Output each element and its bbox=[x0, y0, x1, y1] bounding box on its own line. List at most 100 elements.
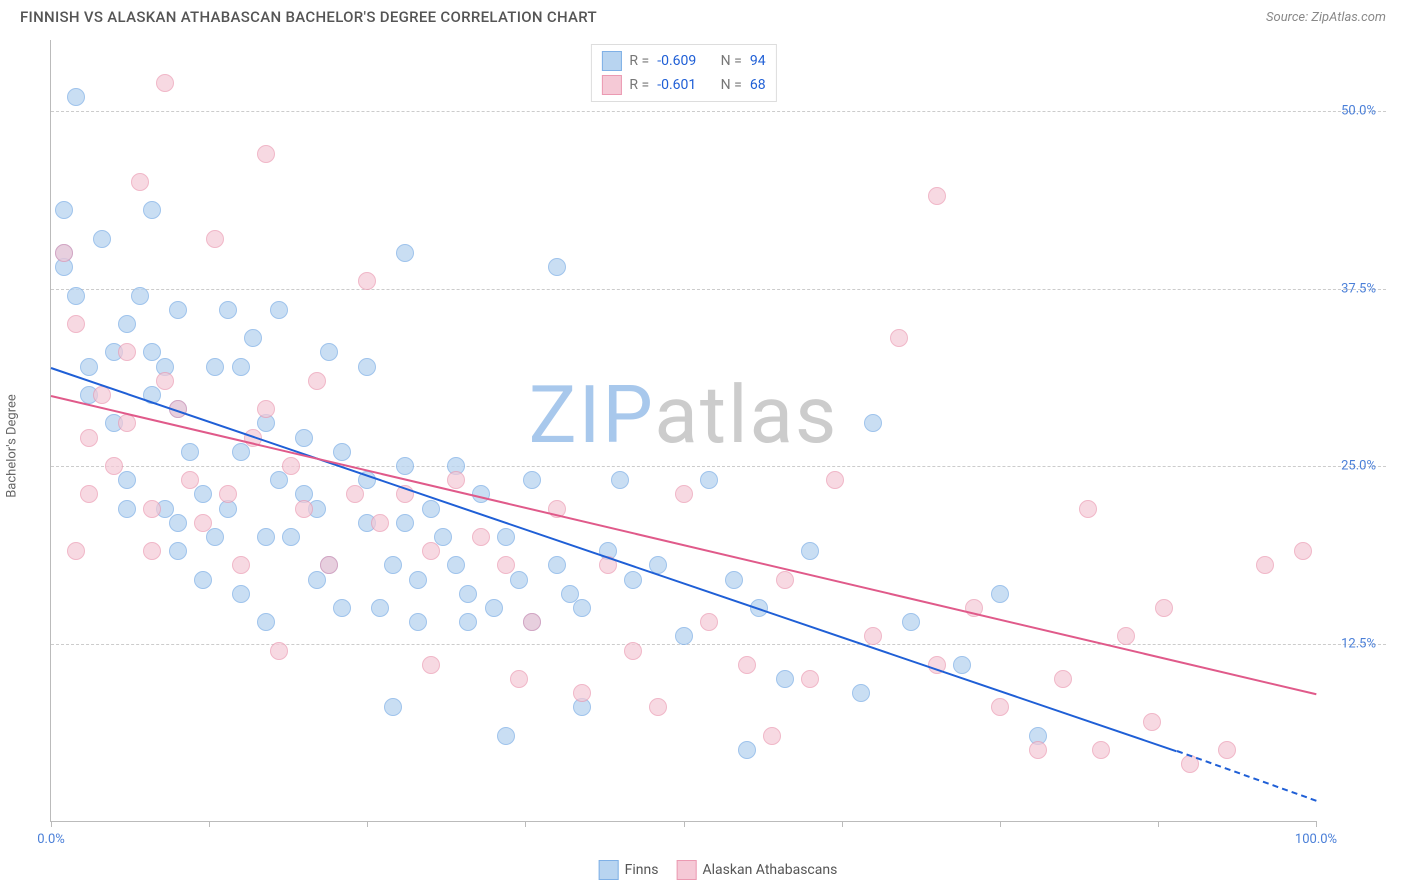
scatter-point bbox=[320, 556, 338, 574]
scatter-point bbox=[1029, 741, 1047, 759]
scatter-point bbox=[333, 443, 351, 461]
n-label: N = bbox=[717, 53, 742, 69]
scatter-point bbox=[206, 528, 224, 546]
scatter-point bbox=[991, 585, 1009, 603]
r-value: -0.609 bbox=[657, 53, 709, 69]
n-label: N = bbox=[717, 77, 742, 93]
watermark: ZIPatlas bbox=[529, 368, 839, 462]
x-tick bbox=[525, 821, 526, 827]
legend-row: R =-0.601 N =68 bbox=[601, 73, 765, 97]
scatter-point bbox=[497, 528, 515, 546]
x-tick bbox=[209, 821, 210, 827]
scatter-point bbox=[864, 627, 882, 645]
y-tick-label: 50.0% bbox=[1341, 104, 1376, 119]
scatter-point bbox=[257, 145, 275, 163]
scatter-point bbox=[700, 613, 718, 631]
scatter-point bbox=[358, 358, 376, 376]
scatter-point bbox=[485, 599, 503, 617]
scatter-point bbox=[232, 443, 250, 461]
scatter-point bbox=[447, 471, 465, 489]
legend-label: Alaskan Athabascans bbox=[703, 862, 838, 878]
scatter-point bbox=[295, 429, 313, 447]
scatter-point bbox=[55, 201, 73, 219]
scatter-point bbox=[1218, 741, 1236, 759]
y-axis-label: Bachelor's Degree bbox=[5, 394, 20, 498]
x-tick bbox=[1316, 821, 1317, 827]
scatter-point bbox=[169, 514, 187, 532]
scatter-point bbox=[409, 571, 427, 589]
scatter-point bbox=[194, 514, 212, 532]
scatter-point bbox=[523, 613, 541, 631]
scatter-point bbox=[396, 244, 414, 262]
scatter-point bbox=[282, 528, 300, 546]
legend-item: Finns bbox=[599, 860, 659, 880]
scatter-point bbox=[384, 698, 402, 716]
scatter-point bbox=[624, 642, 642, 660]
scatter-point bbox=[371, 514, 389, 532]
trend-line bbox=[1177, 750, 1317, 802]
scatter-point bbox=[131, 173, 149, 191]
scatter-point bbox=[510, 670, 528, 688]
x-tick bbox=[1158, 821, 1159, 827]
scatter-point bbox=[738, 656, 756, 674]
scatter-point bbox=[826, 471, 844, 489]
gridline bbox=[51, 466, 1386, 467]
scatter-point bbox=[624, 571, 642, 589]
scatter-point bbox=[523, 471, 541, 489]
scatter-point bbox=[105, 457, 123, 475]
scatter-point bbox=[548, 556, 566, 574]
legend-item: Alaskan Athabascans bbox=[677, 860, 838, 880]
n-value: 68 bbox=[750, 77, 766, 93]
scatter-point bbox=[80, 485, 98, 503]
scatter-point bbox=[143, 201, 161, 219]
x-tick bbox=[367, 821, 368, 827]
chart-area: Bachelor's Degree ZIPatlas R =-0.609 N =… bbox=[50, 40, 1386, 852]
scatter-point bbox=[675, 485, 693, 503]
legend-swatch bbox=[677, 860, 697, 880]
x-tick-label: 100.0% bbox=[1295, 832, 1337, 847]
scatter-point bbox=[333, 599, 351, 617]
scatter-point bbox=[67, 315, 85, 333]
scatter-point bbox=[67, 88, 85, 106]
scatter-point bbox=[1079, 500, 1097, 518]
scatter-point bbox=[219, 301, 237, 319]
scatter-point bbox=[295, 500, 313, 518]
scatter-point bbox=[270, 301, 288, 319]
scatter-point bbox=[852, 684, 870, 702]
x-tick bbox=[842, 821, 843, 827]
scatter-point bbox=[206, 230, 224, 248]
scatter-point bbox=[308, 571, 326, 589]
scatter-point bbox=[890, 329, 908, 347]
legend-row: R =-0.609 N =94 bbox=[601, 49, 765, 73]
trend-line bbox=[51, 367, 1177, 752]
legend-swatch bbox=[601, 51, 621, 71]
scatter-point bbox=[118, 414, 136, 432]
scatter-point bbox=[776, 670, 794, 688]
gridline bbox=[51, 111, 1386, 112]
scatter-point bbox=[206, 358, 224, 376]
scatter-point bbox=[358, 272, 376, 290]
scatter-point bbox=[1294, 542, 1312, 560]
scatter-point bbox=[232, 585, 250, 603]
scatter-point bbox=[371, 599, 389, 617]
scatter-point bbox=[991, 698, 1009, 716]
scatter-point bbox=[244, 329, 262, 347]
scatter-point bbox=[1092, 741, 1110, 759]
scatter-point bbox=[459, 585, 477, 603]
scatter-point bbox=[776, 571, 794, 589]
scatter-point bbox=[497, 727, 515, 745]
scatter-point bbox=[675, 627, 693, 645]
legend-label: Finns bbox=[625, 862, 659, 878]
scatter-point bbox=[738, 741, 756, 759]
scatter-point bbox=[700, 471, 718, 489]
scatter-point bbox=[257, 400, 275, 418]
gridline bbox=[51, 644, 1386, 645]
scatter-point bbox=[573, 684, 591, 702]
scatter-point bbox=[801, 542, 819, 560]
scatter-point bbox=[801, 670, 819, 688]
scatter-point bbox=[396, 457, 414, 475]
scatter-point bbox=[1256, 556, 1274, 574]
x-tick bbox=[1000, 821, 1001, 827]
r-label: R = bbox=[629, 53, 649, 69]
scatter-point bbox=[169, 542, 187, 560]
